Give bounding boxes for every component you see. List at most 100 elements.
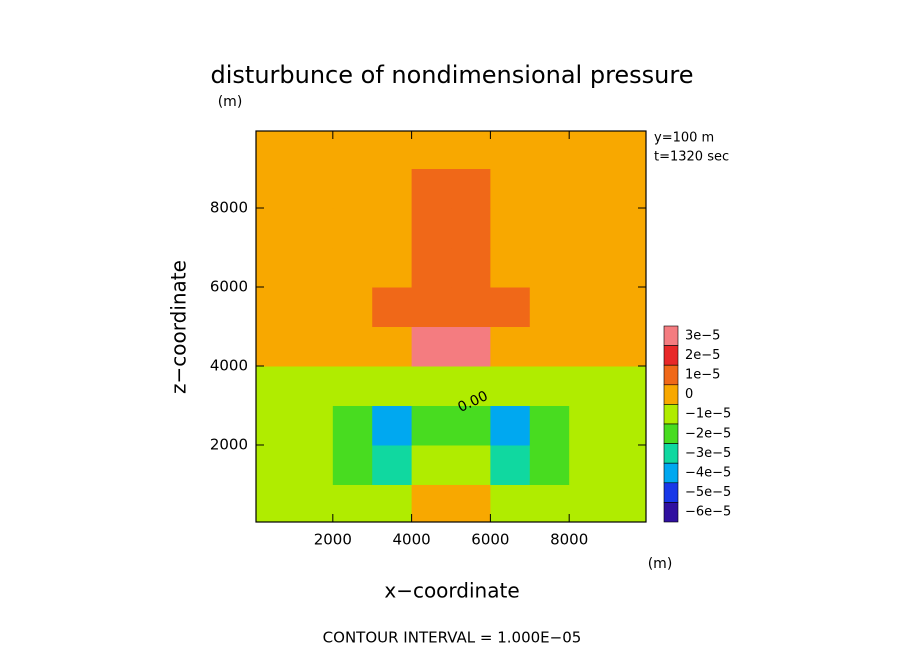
field-cell	[529, 131, 570, 170]
field-cell	[256, 168, 294, 209]
field-cell	[256, 405, 294, 446]
field-cell	[490, 131, 531, 170]
field-cell	[608, 247, 646, 288]
field-cell	[569, 484, 610, 522]
field-cell	[411, 247, 452, 288]
field-cell	[411, 326, 452, 367]
x-unit: (m)	[648, 556, 673, 572]
field-cell	[529, 208, 570, 249]
field-cell	[608, 208, 646, 249]
x-tick-label: 4000	[393, 531, 431, 549]
field-cell	[332, 247, 373, 288]
field-cell	[529, 484, 570, 522]
field-cell	[490, 365, 531, 406]
field-cell	[569, 247, 610, 288]
field-cell	[293, 484, 334, 522]
y-tick-label: 6000	[210, 278, 248, 296]
colorbar-label: 1e−5	[685, 368, 720, 383]
colorbar-label: 3e−5	[685, 328, 720, 343]
field-cell	[372, 247, 413, 288]
field-cell	[451, 287, 491, 327]
field-cell	[293, 365, 334, 406]
field-cell	[372, 484, 413, 522]
field-cell	[372, 168, 413, 209]
field-cell	[332, 287, 373, 327]
colorbar-swatch	[663, 443, 679, 464]
field-cell	[372, 208, 413, 249]
field-cell	[256, 131, 294, 170]
field-cell	[569, 444, 610, 485]
field-cell	[569, 326, 610, 367]
colorbar-label: 0	[685, 387, 693, 402]
field-cell	[529, 405, 570, 446]
colorbar-label: 2e−5	[685, 348, 720, 363]
field-cell	[411, 405, 452, 446]
field-cell	[529, 247, 570, 288]
field-cell	[569, 208, 610, 249]
field-cell	[372, 405, 413, 446]
field-cell	[256, 484, 294, 522]
field-cell	[411, 287, 452, 327]
field-cell	[293, 444, 334, 485]
field-cell	[451, 208, 491, 249]
field-cell	[293, 168, 334, 209]
colorbar-swatch	[663, 325, 679, 346]
colorbar-swatch	[663, 502, 679, 523]
field-cell	[608, 365, 646, 406]
field-cell	[411, 168, 452, 209]
field-cell	[293, 131, 334, 170]
field-cell	[490, 326, 531, 367]
annotation: y=100 m	[654, 131, 714, 146]
field-cell	[332, 168, 373, 209]
field-cell	[293, 326, 334, 367]
field-cell	[608, 168, 646, 209]
field-cell	[332, 326, 373, 367]
field-cell	[256, 365, 294, 406]
y-tick-label: 4000	[210, 356, 248, 374]
x-tick-label: 2000	[314, 531, 352, 549]
field-cell	[569, 168, 610, 209]
colorbar-swatch	[663, 384, 679, 405]
field-cell	[451, 444, 491, 485]
field-cell	[293, 287, 334, 327]
field-cell	[332, 484, 373, 522]
annotation: t=1320 sec	[654, 150, 729, 165]
y-unit: (m)	[218, 94, 243, 110]
field-cell	[332, 444, 373, 485]
field-cell	[411, 131, 452, 170]
field-cell	[608, 287, 646, 327]
field-cell	[332, 365, 373, 406]
field-cell	[608, 405, 646, 446]
colorbar-label: −3e−5	[685, 446, 731, 461]
colorbar-label: −6e−5	[685, 505, 731, 520]
chart-title: disturbunce of nondimensional pressure	[211, 61, 694, 89]
field-cell	[529, 326, 570, 367]
field-cell	[372, 365, 413, 406]
footer: CONTOUR INTERVAL = 1.000E−05	[323, 629, 582, 647]
field-cell	[490, 287, 531, 327]
field-cell	[256, 287, 294, 327]
field-cell	[569, 131, 610, 170]
field-cell	[372, 326, 413, 367]
colorbar-swatch	[663, 345, 679, 366]
field-cell	[569, 287, 610, 327]
field-cell	[293, 405, 334, 446]
y-axis-label: z−coordinate	[167, 260, 191, 394]
x-tick-label: 8000	[550, 531, 588, 549]
colorbar-swatch	[663, 482, 679, 503]
field-cell	[411, 444, 452, 485]
field-cell	[451, 168, 491, 209]
colorbar-label: −1e−5	[685, 407, 731, 422]
field-cell	[490, 247, 531, 288]
field-cell	[451, 247, 491, 288]
field-cell	[411, 208, 452, 249]
x-tick-label: 6000	[471, 531, 509, 549]
field-cell	[256, 208, 294, 249]
colorbar-swatch	[663, 404, 679, 425]
field-cell	[451, 131, 491, 170]
field-cell	[451, 326, 491, 367]
plot-frame	[255, 130, 647, 523]
field-cell	[529, 444, 570, 485]
field-cell	[256, 326, 294, 367]
